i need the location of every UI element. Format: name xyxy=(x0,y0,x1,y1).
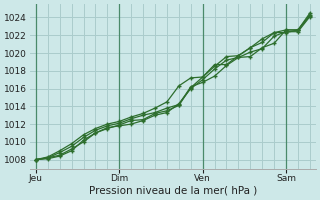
X-axis label: Pression niveau de la mer( hPa ): Pression niveau de la mer( hPa ) xyxy=(89,186,257,196)
